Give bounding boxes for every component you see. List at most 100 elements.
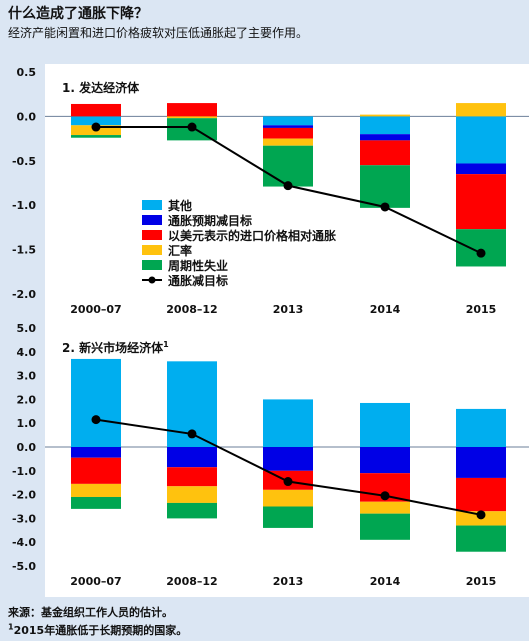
- line-point: [187, 122, 197, 132]
- x-tick-label: 2014: [370, 575, 401, 588]
- legend-swatch-expect: [142, 215, 162, 225]
- bar-segment-expect: [263, 125, 313, 128]
- y-tick-label: 0.0: [17, 441, 37, 454]
- legend-swatch-fx: [142, 245, 162, 255]
- line-point: [476, 248, 486, 258]
- chart-canvas: 0.5 0.0 -0.5 -1.0 -1.5 -2.0 2000–07 2008–12 2013…: [12, 64, 529, 597]
- line-point: [380, 202, 390, 212]
- bar-segment-other: [263, 116, 313, 126]
- bar-segment-cyclical: [263, 145, 313, 187]
- legend-label-fx: 汇率: [168, 243, 192, 258]
- bar-segment-other: [263, 399, 313, 447]
- bar-segment-fx: [167, 486, 217, 503]
- bar-segment-import: [71, 103, 121, 117]
- bar-segment-import: [167, 103, 217, 117]
- panel-title: 2. 新兴市场经济体1: [62, 340, 169, 355]
- footnote: 12015年通胀低于长期预期的国家。: [8, 622, 187, 638]
- panel-title: 1. 发达经济体: [62, 80, 140, 95]
- footnote-mark: 1: [8, 622, 14, 632]
- bar-segment-cyclical: [71, 135, 121, 138]
- y-tick-label: -2.0: [12, 489, 36, 502]
- bar-segment-cyclical: [360, 513, 410, 540]
- bar-segment-fx: [167, 116, 217, 119]
- page-title: 什么造成了通胀下降？: [8, 6, 148, 22]
- bar-segment-cyclical: [71, 496, 121, 509]
- x-tick-label: 2008–12: [166, 303, 217, 316]
- legend-swatch-other: [142, 200, 162, 210]
- legend-marker-target: [148, 276, 156, 284]
- bar-segment-cyclical: [456, 229, 506, 267]
- bar-segment-other: [71, 358, 121, 447]
- bar-segment-cyclical: [167, 502, 217, 519]
- y-tick-label: -1.5: [12, 244, 36, 257]
- bar-segment-import: [456, 174, 506, 230]
- y-tick-label: -1.0: [12, 199, 36, 212]
- bar-segment-import: [71, 457, 121, 484]
- legend-swatch-cyclical: [142, 260, 162, 270]
- bar-segment-expect: [167, 447, 217, 468]
- x-tick-label: 2000–07: [70, 575, 121, 588]
- legend-label-target: 通胀减目标: [168, 273, 228, 288]
- bar-segment-cyclical: [456, 525, 506, 552]
- bar-segment-cyclical: [263, 506, 313, 528]
- x-tick-label: 2015: [466, 575, 497, 588]
- bar-segment-other: [71, 116, 121, 126]
- page-subtitle: 经济产能闲置和进口价格疲软对压低通胀起了主要作用。: [8, 26, 309, 40]
- bar-segment-expect: [456, 447, 506, 478]
- plot-area: [45, 64, 529, 326]
- legend-label-import: 以美元表示的进口价格相对通胀: [168, 228, 336, 243]
- x-tick-label: 2015: [466, 303, 497, 316]
- bar-segment-expect: [360, 447, 410, 474]
- bar-segment-cyclical: [360, 165, 410, 208]
- footnote-text: 2015年通胀低于长期预期的国家。: [13, 624, 188, 637]
- y-tick-label: -1.0: [12, 465, 36, 478]
- bar-segment-expect: [360, 134, 410, 141]
- y-tick-label: 0.0: [17, 110, 37, 123]
- x-tick-label: 2000–07: [70, 303, 121, 316]
- bar-segment-other: [360, 116, 410, 135]
- bar-segment-fx: [456, 103, 506, 117]
- y-tick-label: 4.0: [17, 346, 37, 359]
- bar-segment-expect: [456, 163, 506, 175]
- y-tick-label: 5.0: [17, 322, 37, 335]
- legend-label-other: 其他: [168, 198, 192, 213]
- y-tick-label: -4.0: [12, 536, 36, 549]
- bar-segment-fx: [360, 501, 410, 514]
- line-point: [283, 181, 293, 191]
- bar-segment-import: [263, 127, 313, 139]
- bar-segment-expect: [71, 447, 121, 458]
- x-tick-label: 2014: [370, 303, 401, 316]
- line-point: [476, 510, 486, 520]
- line-point: [91, 122, 101, 132]
- bar-segment-fx: [360, 114, 410, 117]
- y-tick-label: -3.0: [12, 512, 36, 525]
- line-point: [187, 429, 197, 439]
- bar-segment-fx: [263, 489, 313, 507]
- line-point: [91, 415, 101, 425]
- y-tick-label: -5.0: [12, 560, 36, 573]
- bar-segment-import: [167, 467, 217, 487]
- line-point: [283, 477, 293, 487]
- y-tick-label: 1.0: [17, 417, 37, 430]
- y-tick-label: -0.5: [12, 155, 36, 168]
- bar-segment-import: [360, 140, 410, 166]
- legend-label-expect: 通胀预期减目标: [168, 213, 252, 228]
- line-point: [380, 491, 390, 501]
- source-note: 来源：基金组织工作人员的估计。: [8, 606, 173, 619]
- y-tick-label: 2.0: [17, 393, 37, 406]
- bar-segment-fx: [71, 483, 121, 497]
- bar-segment-expect: [263, 447, 313, 471]
- bar-segment-import: [456, 477, 506, 512]
- y-tick-label: 0.5: [17, 66, 37, 79]
- x-tick-label: 2008–12: [166, 575, 217, 588]
- y-tick-label: 3.0: [17, 370, 37, 383]
- x-tick-label: 2013: [273, 303, 304, 316]
- bar-segment-other: [456, 408, 506, 447]
- panel-title-mark: 1: [163, 340, 169, 349]
- legend-label-cyclical: 周期性失业: [168, 258, 228, 273]
- legend-swatch-import: [142, 230, 162, 240]
- bar-segment-fx: [263, 138, 313, 146]
- bar-segment-other: [360, 402, 410, 447]
- bar-segment-other: [456, 116, 506, 164]
- y-tick-label: -2.0: [12, 288, 36, 301]
